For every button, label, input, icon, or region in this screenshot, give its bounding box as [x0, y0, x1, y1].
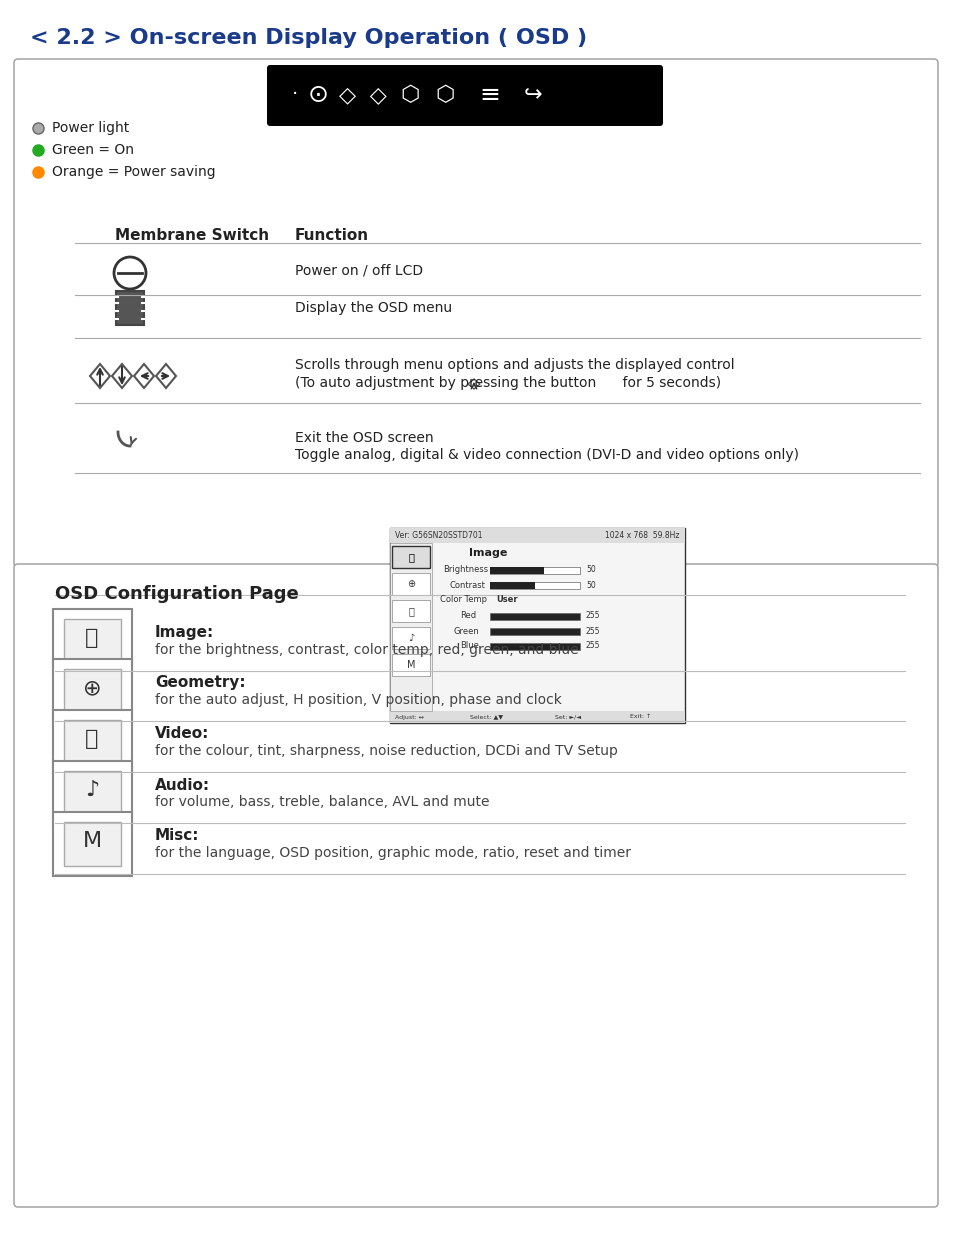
Text: M: M: [82, 831, 101, 851]
Bar: [392, 546, 430, 568]
Bar: [490, 567, 579, 575]
Bar: [490, 582, 579, 589]
Text: Contrast: Contrast: [450, 581, 485, 589]
FancyBboxPatch shape: [53, 609, 132, 673]
Text: 50: 50: [585, 566, 595, 575]
Text: Brightness: Brightness: [442, 566, 488, 575]
FancyBboxPatch shape: [267, 65, 662, 126]
FancyBboxPatch shape: [64, 619, 121, 663]
Text: 50: 50: [585, 581, 595, 589]
Text: ◇: ◇: [339, 85, 356, 105]
FancyBboxPatch shape: [64, 670, 121, 713]
FancyBboxPatch shape: [53, 658, 132, 723]
Bar: [392, 653, 430, 676]
Text: Misc:: Misc:: [154, 829, 199, 843]
Bar: [390, 528, 684, 543]
Text: ⬡: ⬡: [400, 85, 419, 105]
Text: Scrolls through menu options and adjusts the displayed control: Scrolls through menu options and adjusts…: [294, 358, 734, 372]
Text: Function: Function: [294, 228, 369, 243]
Text: ⊕: ⊕: [407, 580, 415, 589]
FancyBboxPatch shape: [64, 771, 121, 815]
Text: ♪: ♪: [408, 633, 414, 642]
Bar: [490, 642, 579, 650]
Text: ⊕: ⊕: [83, 678, 101, 698]
Text: for volume, bass, treble, balance, AVL and mute: for volume, bass, treble, balance, AVL a…: [154, 795, 489, 809]
Text: Ver: G56SN20SSTD701: Ver: G56SN20SSTD701: [395, 530, 482, 540]
Bar: [392, 600, 430, 621]
FancyBboxPatch shape: [116, 291, 144, 326]
Bar: [392, 628, 430, 649]
Text: ·: ·: [292, 85, 297, 105]
Text: 👤: 👤: [408, 552, 414, 562]
Bar: [490, 567, 543, 575]
Text: ≡: ≡: [479, 83, 500, 107]
Text: Exit the OSD screen: Exit the OSD screen: [294, 432, 434, 445]
Text: Toggle analog, digital & video connection (DVI-D and video options only): Toggle analog, digital & video connectio…: [294, 448, 799, 462]
Text: Select: ▲▼: Select: ▲▼: [470, 714, 502, 720]
Text: Exit: ↑: Exit: ↑: [629, 714, 651, 720]
Text: OSD Configuration Page: OSD Configuration Page: [55, 584, 298, 603]
Text: 📹: 📹: [408, 605, 414, 616]
Bar: [490, 613, 579, 620]
Text: Set: ►/◄: Set: ►/◄: [555, 714, 580, 720]
Bar: [390, 711, 684, 723]
Text: Orange = Power saving: Orange = Power saving: [52, 165, 215, 179]
Text: Image:: Image:: [154, 625, 214, 640]
Text: 🎬: 🎬: [85, 729, 98, 748]
Text: 👤: 👤: [408, 552, 414, 562]
Text: 1024 x 768  59.8Hz: 1024 x 768 59.8Hz: [605, 530, 679, 540]
FancyBboxPatch shape: [390, 528, 684, 723]
Text: Audio:: Audio:: [154, 778, 210, 793]
Text: for the brightness, contrast, color temp, red, green, and blue: for the brightness, contrast, color temp…: [154, 642, 578, 657]
FancyBboxPatch shape: [53, 761, 132, 825]
Text: M: M: [406, 660, 415, 670]
Bar: [490, 628, 579, 635]
Text: User: User: [496, 596, 517, 604]
FancyBboxPatch shape: [14, 563, 937, 1207]
FancyBboxPatch shape: [14, 59, 937, 567]
Text: Green: Green: [454, 626, 479, 635]
Text: (To auto adjustment by pressing the button      for 5 seconds): (To auto adjustment by pressing the butt…: [294, 376, 720, 390]
Text: ⬡: ⬡: [435, 85, 455, 105]
Text: Red: Red: [459, 612, 476, 620]
Text: ⊙: ⊙: [307, 83, 328, 107]
Text: ◇: ◇: [368, 86, 388, 104]
Text: 255: 255: [585, 626, 599, 635]
Text: Geometry:: Geometry:: [154, 676, 245, 690]
Text: for the auto adjust, H position, V position, phase and clock: for the auto adjust, H position, V posit…: [154, 693, 561, 707]
Text: Display the OSD menu: Display the OSD menu: [294, 301, 452, 314]
Bar: [392, 573, 430, 596]
Text: Color Temp: Color Temp: [439, 596, 486, 604]
Text: Power on / off LCD: Power on / off LCD: [294, 263, 423, 277]
Text: Green = On: Green = On: [52, 143, 133, 157]
Bar: [392, 546, 430, 568]
Text: Membrane Switch: Membrane Switch: [115, 228, 269, 243]
FancyBboxPatch shape: [64, 720, 121, 764]
Bar: [390, 543, 432, 711]
Bar: [490, 582, 535, 589]
Text: for the language, OSD position, graphic mode, ratio, reset and timer: for the language, OSD position, graphic …: [154, 846, 630, 859]
Text: ↪: ↪: [523, 85, 541, 105]
Text: Image: Image: [468, 547, 507, 559]
Text: ♪: ♪: [85, 780, 99, 800]
Text: Video:: Video:: [154, 726, 209, 741]
Text: for the colour, tint, sharpness, noise reduction, DCDi and TV Setup: for the colour, tint, sharpness, noise r…: [154, 743, 618, 758]
FancyBboxPatch shape: [53, 813, 132, 875]
Text: Blue: Blue: [459, 641, 478, 651]
Text: Adjust: ↔: Adjust: ↔: [395, 714, 423, 720]
Text: Power light: Power light: [52, 121, 129, 134]
FancyBboxPatch shape: [53, 710, 132, 774]
Text: 255: 255: [585, 641, 599, 651]
Text: < 2.2 > On-screen Display Operation ( OSD ): < 2.2 > On-screen Display Operation ( OS…: [30, 28, 586, 48]
FancyBboxPatch shape: [64, 822, 121, 866]
Text: 255: 255: [585, 612, 599, 620]
Text: 👤: 👤: [85, 628, 98, 649]
